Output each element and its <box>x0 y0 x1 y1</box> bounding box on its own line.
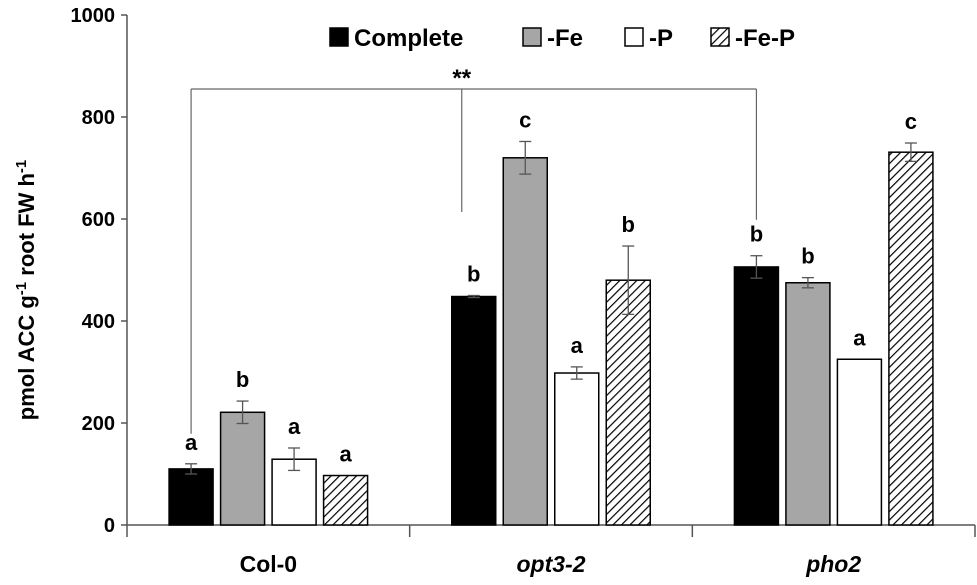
bar <box>219 411 266 526</box>
legend-swatch <box>522 27 542 47</box>
bar <box>888 151 934 526</box>
significance-letter: b <box>750 222 763 247</box>
bar <box>168 468 214 526</box>
bar <box>322 474 369 526</box>
legend-label: -Fe-P <box>735 25 795 52</box>
bars <box>168 140 934 526</box>
y-tick-label: 0 <box>104 515 115 537</box>
y-axis-label: pmol ACC g-1 root FW h-1 <box>13 160 39 421</box>
bar <box>502 157 548 526</box>
y-tick-label: 1000 <box>71 5 116 27</box>
legend-label: -Fe <box>547 25 583 52</box>
legend-swatch <box>329 27 349 47</box>
significance-letter: b <box>801 244 814 269</box>
significance-letter: a <box>571 333 584 358</box>
bar <box>733 266 780 526</box>
significance-letter: a <box>288 414 301 439</box>
bar-letters: a b a a b c a b b b a c <box>185 107 917 466</box>
y-tick-label: 200 <box>82 413 115 435</box>
bar <box>836 358 883 526</box>
significance-letter: a <box>185 430 198 455</box>
significance-bracket: ** <box>190 65 758 434</box>
significance-letter: b <box>236 367 249 392</box>
significance-letter: b <box>467 262 480 287</box>
significance-letter: a <box>853 325 866 350</box>
significance-letter: b <box>622 212 635 237</box>
significance-letter: c <box>905 109 917 134</box>
bar <box>605 279 651 526</box>
legend-swatch <box>710 27 730 47</box>
y-tick-label: 400 <box>82 311 115 333</box>
bar <box>451 295 497 526</box>
significance-stars: ** <box>452 65 471 92</box>
legend-label: Complete <box>354 25 463 52</box>
y-tick-label: 600 <box>82 209 115 231</box>
axes: 0 200 400 600 800 1000 Col-0 opt3-2 pho2 <box>71 5 976 577</box>
legend-label: -P <box>649 25 673 52</box>
x-tick-label: pho2 <box>805 551 861 577</box>
significance-letter: c <box>519 107 531 132</box>
bar <box>554 372 600 526</box>
legend-swatch <box>624 27 644 47</box>
x-tick-label: opt3-2 <box>517 551 586 577</box>
x-tick-label: Col-0 <box>240 551 298 577</box>
bar <box>785 282 831 526</box>
legend: Complete -Fe -P -Fe-P <box>329 25 795 52</box>
significance-letter: a <box>339 442 352 467</box>
y-tick-label: 800 <box>82 107 115 129</box>
